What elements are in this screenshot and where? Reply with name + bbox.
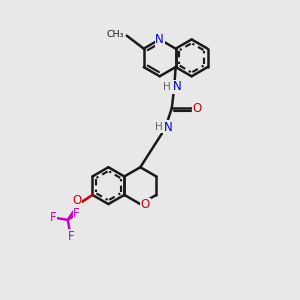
Text: CH₃: CH₃ (107, 30, 124, 39)
Text: O: O (141, 198, 150, 211)
Text: F: F (50, 211, 56, 224)
Text: O: O (73, 194, 82, 207)
Text: F: F (68, 230, 74, 243)
Text: N: N (164, 121, 172, 134)
Text: N: N (155, 33, 164, 46)
Text: F: F (74, 207, 80, 220)
Text: O: O (193, 102, 202, 115)
Text: H: H (154, 122, 162, 132)
Text: N: N (172, 80, 181, 93)
Text: H: H (164, 82, 171, 92)
